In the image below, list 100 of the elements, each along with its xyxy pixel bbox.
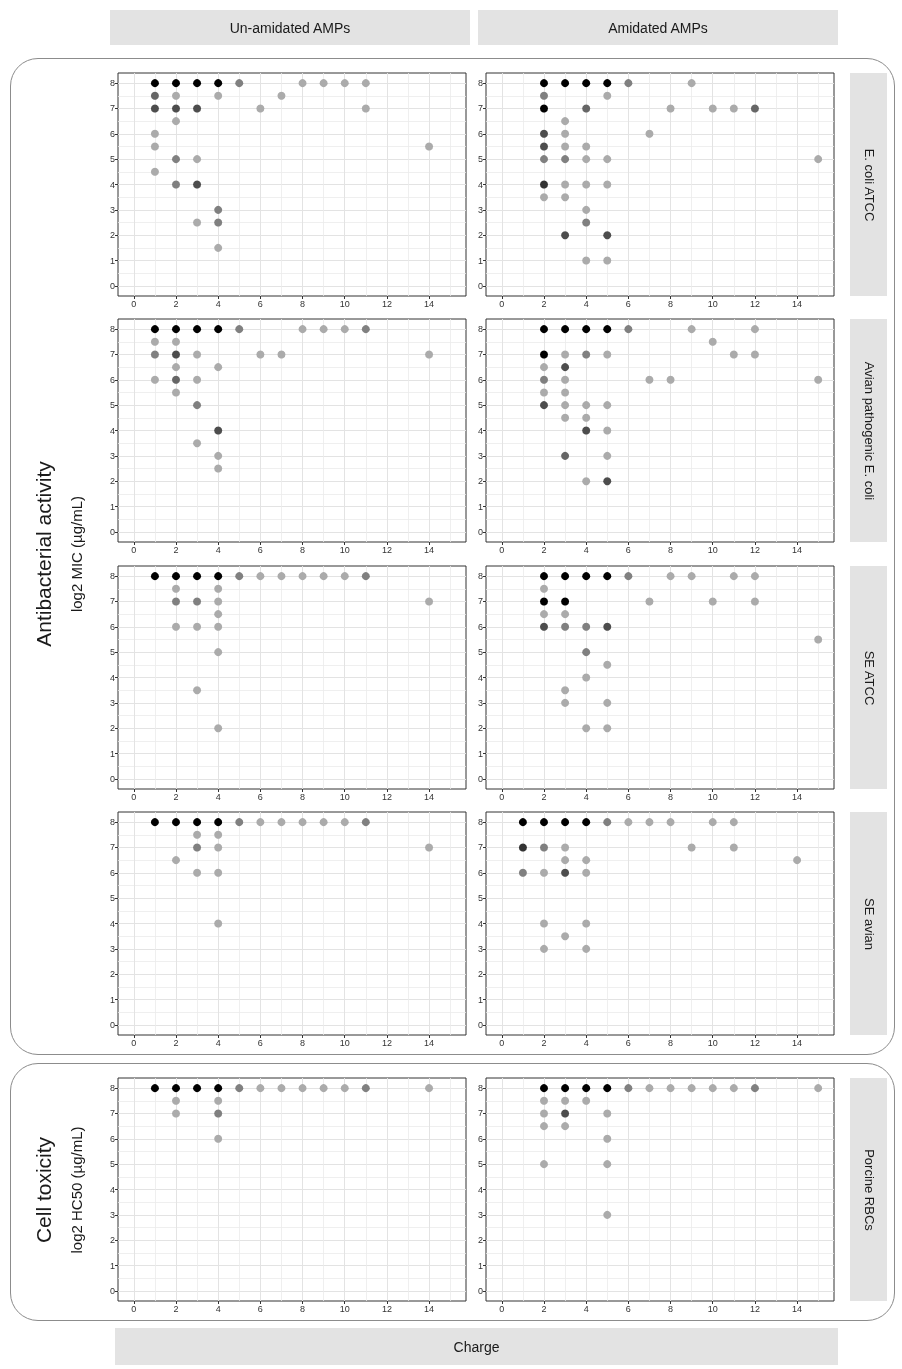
- y-tick-label: 8: [109, 571, 115, 582]
- x-tick-label: 14: [424, 791, 435, 802]
- x-tick-label: 8: [668, 1303, 674, 1314]
- point: [214, 868, 223, 877]
- y-tick-label: 6: [477, 128, 483, 139]
- point: [582, 218, 591, 227]
- point: [540, 622, 548, 631]
- point: [582, 724, 591, 733]
- point: [666, 375, 675, 384]
- point: [561, 610, 570, 619]
- point: [624, 79, 633, 88]
- point: [319, 818, 328, 827]
- point: [214, 1084, 223, 1093]
- point: [150, 325, 159, 334]
- y-tick-label: 6: [109, 374, 115, 385]
- y-tick-label: 6: [109, 1133, 115, 1144]
- point: [814, 375, 823, 384]
- point: [582, 79, 591, 88]
- point: [540, 363, 548, 372]
- y-tick-label: 3: [109, 204, 115, 215]
- point: [582, 648, 591, 657]
- point: [214, 91, 223, 100]
- point: [214, 1109, 223, 1118]
- point: [361, 325, 370, 334]
- point: [193, 104, 202, 113]
- point: [729, 1084, 738, 1093]
- point: [666, 818, 675, 827]
- point: [214, 610, 223, 619]
- point: [214, 843, 223, 852]
- point: [666, 572, 675, 581]
- point: [582, 413, 591, 422]
- point: [603, 350, 612, 359]
- chart-title: Un-amidated AMPs: [229, 19, 351, 36]
- point: [319, 79, 328, 88]
- point: [729, 572, 738, 581]
- x-tick-label: 10: [707, 544, 718, 555]
- point: [214, 451, 223, 460]
- point: [750, 325, 759, 334]
- point: [582, 325, 591, 334]
- point: [235, 572, 244, 581]
- y-tick-label: 3: [477, 1209, 483, 1220]
- point: [540, 350, 548, 359]
- point: [603, 1134, 612, 1143]
- point: [603, 622, 612, 631]
- point: [603, 724, 612, 733]
- point: [298, 325, 307, 334]
- point: [708, 818, 717, 827]
- text: SE ATCC: [861, 650, 877, 705]
- y-tick-label: 7: [477, 349, 483, 360]
- point: [729, 350, 738, 359]
- point: [172, 117, 180, 126]
- point: [603, 572, 612, 581]
- point: [214, 919, 223, 928]
- point: [214, 426, 223, 435]
- y-tick-label: 4: [109, 179, 115, 190]
- point: [172, 1096, 180, 1105]
- point: [561, 325, 570, 334]
- point: [582, 477, 591, 486]
- point: [603, 1160, 612, 1169]
- point: [814, 155, 823, 164]
- text: Avian pathogenic E. coli: [861, 361, 877, 500]
- y-tick-label: 5: [109, 400, 115, 411]
- y-tick-label: 8: [109, 817, 115, 828]
- y-tick-label: 1: [109, 1260, 115, 1271]
- point: [750, 350, 759, 359]
- y-tick-label: 2: [477, 230, 483, 241]
- y-tick-label: 0: [109, 280, 115, 291]
- point: [582, 622, 591, 631]
- point: [582, 256, 591, 265]
- point: [214, 1096, 223, 1105]
- y-tick-label: 3: [477, 697, 483, 708]
- x-tick-label: 0: [131, 1037, 137, 1048]
- point: [277, 91, 286, 100]
- x-axis-title: Charge: [453, 1338, 500, 1355]
- x-tick-label: 12: [749, 1303, 760, 1314]
- x-tick-label: 6: [257, 1037, 263, 1048]
- point: [582, 426, 591, 435]
- point: [666, 104, 675, 113]
- x-tick-label: 6: [625, 1037, 631, 1048]
- point: [729, 104, 738, 113]
- point: [340, 1084, 349, 1093]
- point: [193, 818, 202, 827]
- point: [561, 413, 570, 422]
- text: Cell toxicity: [31, 1136, 56, 1243]
- point: [361, 572, 370, 581]
- point: [193, 830, 202, 839]
- point: [298, 79, 307, 88]
- point: [582, 142, 591, 151]
- point: [645, 375, 654, 384]
- point: [750, 1084, 759, 1093]
- point: [214, 1134, 223, 1143]
- x-tick-label: 10: [339, 1303, 350, 1314]
- y-tick-label: 8: [477, 1083, 483, 1094]
- x-tick-label: 2: [541, 1037, 547, 1048]
- y-tick-label: 5: [109, 1159, 115, 1170]
- point: [687, 1084, 696, 1093]
- y-tick-label: 6: [109, 621, 115, 632]
- point: [540, 129, 548, 138]
- x-tick-label: 6: [257, 791, 263, 802]
- y-tick-label: 4: [109, 425, 115, 436]
